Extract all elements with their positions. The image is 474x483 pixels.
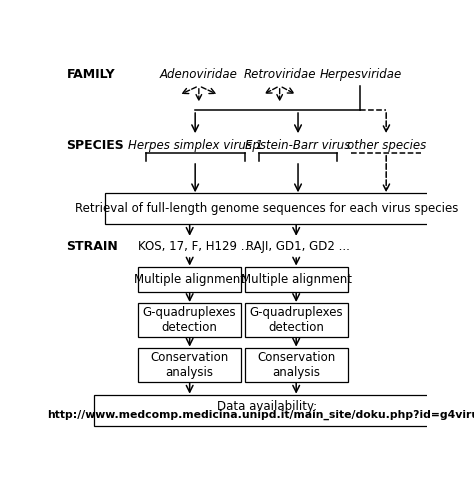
Text: Conservation
analysis: Conservation analysis	[151, 351, 229, 379]
Text: Epstein-Barr virus: Epstein-Barr virus	[246, 139, 351, 152]
Text: Retrieval of full-length genome sequences for each virus species: Retrieval of full-length genome sequence…	[75, 202, 458, 215]
Text: Multiple alignment: Multiple alignment	[241, 273, 352, 286]
FancyBboxPatch shape	[138, 348, 241, 382]
Text: Multiple alignment: Multiple alignment	[134, 273, 245, 286]
Text: G-quadruplexes
detection: G-quadruplexes detection	[143, 306, 237, 334]
Text: Retroviridae: Retroviridae	[244, 68, 316, 81]
FancyBboxPatch shape	[94, 395, 439, 426]
Text: Data availability:: Data availability:	[217, 400, 317, 413]
Text: http://www.medcomp.medicina.unipd.it/main_site/doku.php?id=g4virus: http://www.medcomp.medicina.unipd.it/mai…	[47, 410, 474, 421]
Text: Herpes simplex virus 1: Herpes simplex virus 1	[128, 139, 263, 152]
FancyBboxPatch shape	[138, 267, 241, 292]
Text: Conservation
analysis: Conservation analysis	[257, 351, 335, 379]
FancyBboxPatch shape	[245, 348, 347, 382]
Text: SPECIES: SPECIES	[66, 139, 124, 152]
Text: G-quadruplexes
detection: G-quadruplexes detection	[249, 306, 343, 334]
Text: Adenoviridae: Adenoviridae	[160, 68, 238, 81]
FancyBboxPatch shape	[138, 303, 241, 337]
Text: KOS, 17, F, H129 ...: KOS, 17, F, H129 ...	[138, 241, 252, 254]
Text: other species: other species	[346, 139, 426, 152]
Text: STRAIN: STRAIN	[66, 241, 118, 254]
FancyBboxPatch shape	[245, 303, 347, 337]
FancyBboxPatch shape	[245, 267, 347, 292]
Text: RAJI, GD1, GD2 ...: RAJI, GD1, GD2 ...	[246, 241, 350, 254]
FancyBboxPatch shape	[105, 193, 428, 224]
Text: FAMILY: FAMILY	[66, 68, 115, 81]
Text: Herpesviridae: Herpesviridae	[319, 68, 401, 81]
